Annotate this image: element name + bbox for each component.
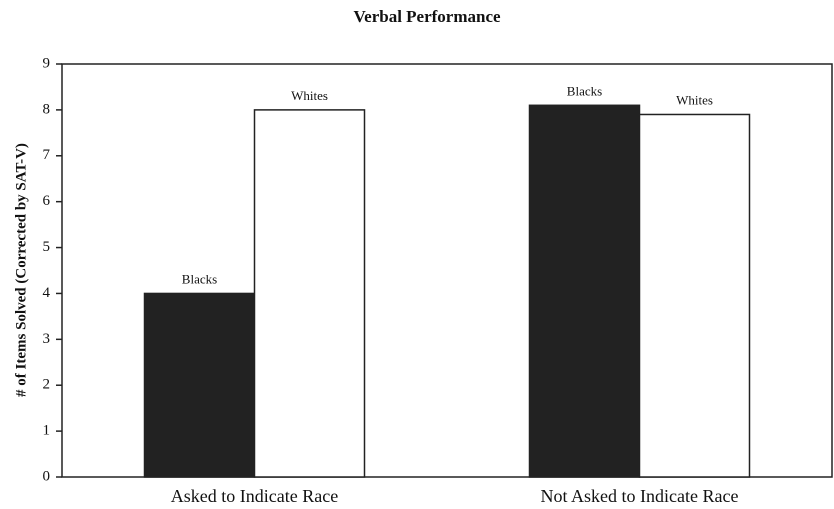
y-tick-label: 3 (43, 331, 51, 347)
y-tick-label: 4 (43, 285, 51, 301)
bar (143, 292, 256, 478)
y-tick-label: 7 (43, 147, 51, 163)
y-tick-label: 6 (43, 193, 51, 209)
bar-label: Whites (676, 92, 713, 107)
y-tick-label: 1 (43, 423, 51, 439)
x-tick-label: Not Asked to Indicate Race (541, 486, 739, 506)
chart-title: Verbal Performance (353, 7, 501, 26)
y-axis-label: # of Items Solved (Corrected by SAT-V) (13, 143, 29, 397)
x-tick-label: Asked to Indicate Race (171, 486, 338, 506)
y-tick-label: 5 (43, 239, 51, 255)
bar-label: Whites (291, 88, 328, 103)
bar (638, 113, 751, 478)
y-tick-label: 8 (43, 101, 51, 117)
bar (528, 104, 641, 478)
y-tick-label: 0 (43, 468, 51, 484)
y-tick-label: 2 (43, 377, 51, 393)
bar-label: Blacks (567, 83, 602, 98)
plot-frame (61, 63, 833, 478)
bar (253, 109, 366, 478)
y-tick-label: 9 (43, 55, 51, 71)
bar-label: Blacks (182, 271, 217, 286)
